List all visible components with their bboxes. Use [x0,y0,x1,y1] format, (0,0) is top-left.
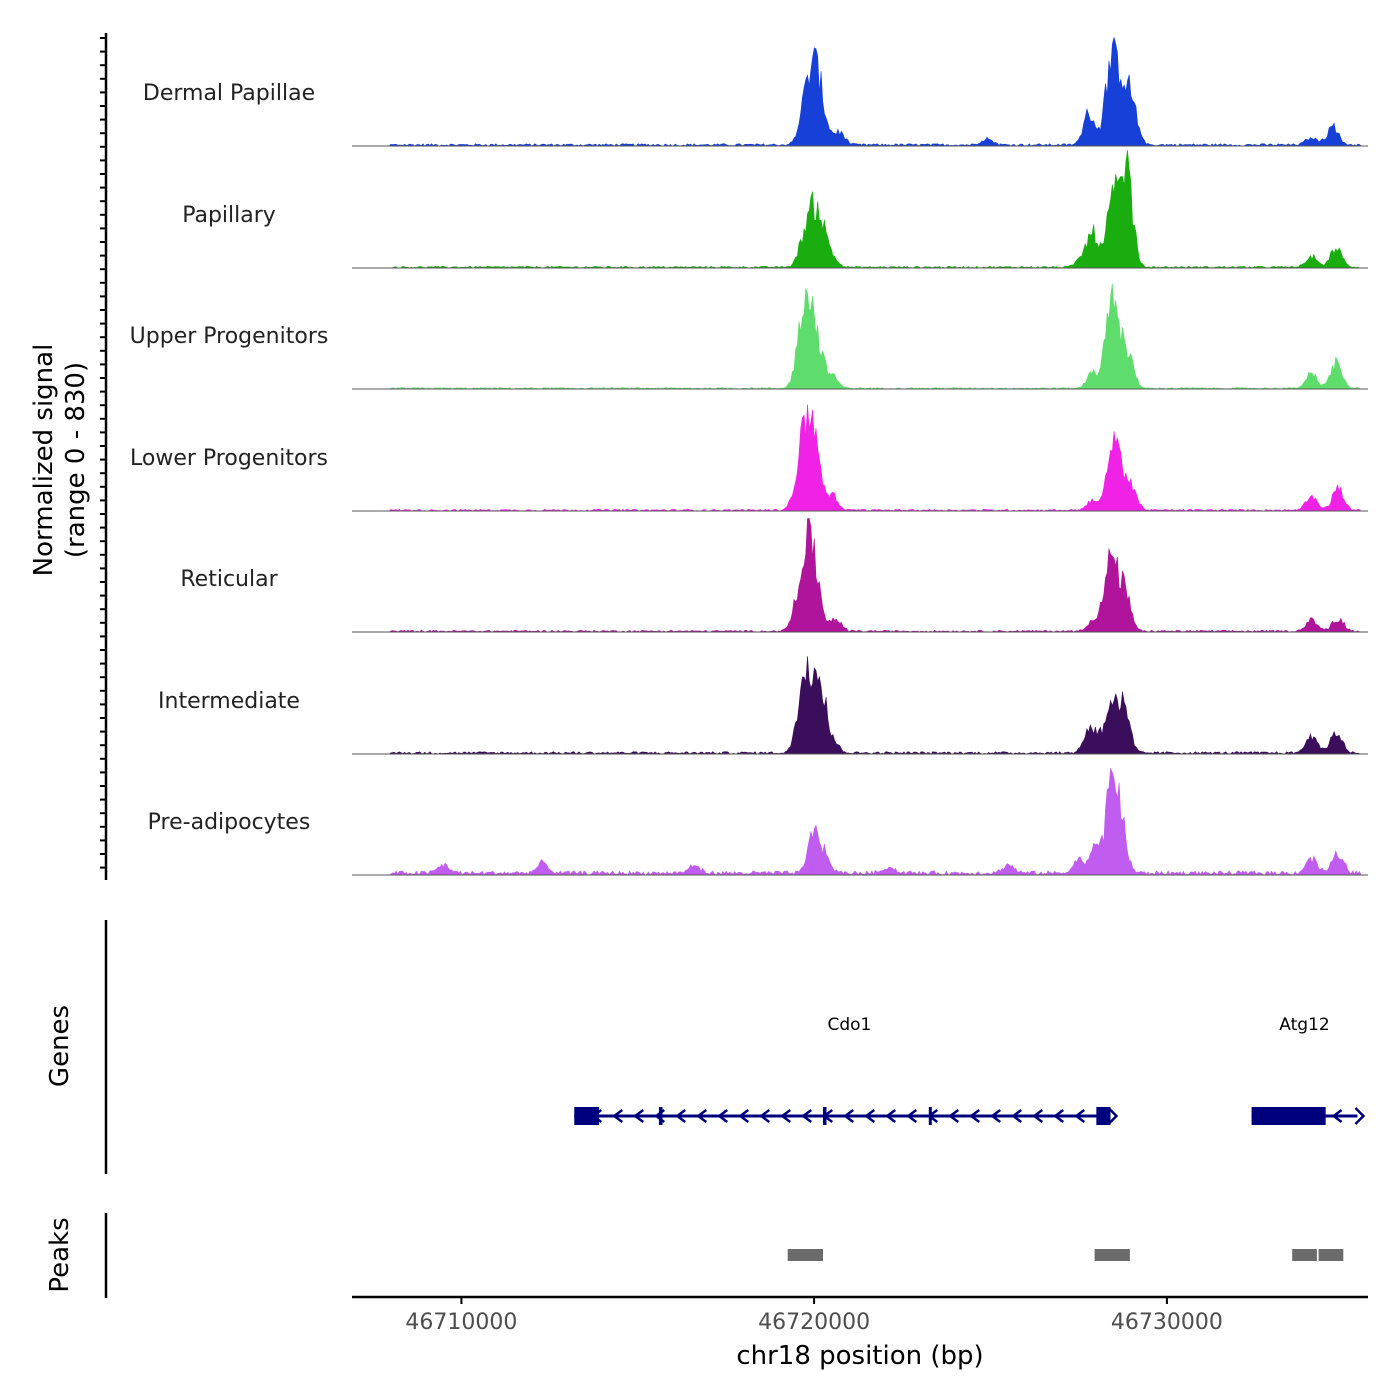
strand-arrow [696,1109,707,1123]
track-reticular: Reticular [180,518,1368,633]
track-label: Papillary [182,203,276,228]
strand-arrow [675,1109,686,1123]
strand-arrow [1032,1109,1043,1123]
peak-region [1094,1249,1130,1261]
strand-arrow [1011,1109,1022,1123]
track-label: Lower Progenitors [130,446,328,471]
x-axis-title: chr18 position (bp) [736,1341,983,1371]
track-pre-adipocytes: Pre-adipocytes [148,768,1368,876]
peaks-track [787,1249,1344,1261]
gene-annotation-track: Cdo1 Atg12 [574,1015,1366,1125]
strand-arrow [612,1109,623,1123]
track-label: Dermal Papillae [143,81,315,106]
track-papillary: Papillary [182,150,1368,269]
gene-exon [822,1107,827,1125]
strand-arrow [717,1109,728,1123]
strand-arrow [1331,1109,1343,1123]
strand-arrow [738,1109,749,1123]
strand-arrow [990,1109,1001,1123]
strand-arrow [843,1109,854,1123]
strand-arrow [633,1109,644,1123]
track-upper-progenitors: Upper Progenitors [130,283,1368,390]
signal-area [352,518,1368,633]
gene-exon [574,1107,599,1125]
strand-arrow [759,1109,770,1123]
strand-arrow [948,1109,959,1123]
x-tick-label: 46730000 [1111,1310,1223,1335]
track-label: Pre-adipocytes [148,810,311,835]
strand-arrow [780,1109,791,1123]
y-axis-title-line1: Normalized signal [29,344,59,577]
peak-region [1318,1249,1344,1261]
signal-area [352,150,1368,269]
gene-exon [658,1107,663,1125]
y-axis-title-line2: (range 0 - 830) [61,362,91,558]
strand-arrow [1074,1109,1085,1123]
gene-cdo1: Cdo1 [574,1015,1119,1125]
gene-exon [1096,1107,1111,1125]
track-label: Intermediate [158,689,300,714]
signal-tracks: Dermal Papillae Papillary Upper Progenitor… [130,37,1368,876]
signal-area [352,283,1368,390]
gene-name-label: Cdo1 [827,1015,871,1035]
peak-region [787,1249,823,1261]
track-label: Reticular [180,567,278,592]
signal-area [352,768,1368,876]
gene-end-cap [1354,1107,1366,1125]
strand-arrow [1053,1109,1064,1123]
genes-panel-label: Genes [45,1005,75,1087]
strand-arrow [801,1109,812,1123]
track-lower-progenitors: Lower Progenitors [130,404,1368,512]
gene-exon [1251,1107,1326,1125]
track-intermediate: Intermediate [158,656,1368,755]
x-tick-label: 46710000 [405,1310,517,1335]
strand-arrow [969,1109,980,1123]
gene-exon [928,1107,932,1125]
gene-end-cap [1107,1107,1119,1125]
gene-atg12: Atg12 [1251,1015,1366,1125]
signal-area [352,37,1368,147]
peaks-panel-label: Peaks [45,1217,75,1292]
strand-arrow [906,1109,917,1123]
track-dermal-papillae: Dermal Papillae [143,37,1368,147]
track-label: Upper Progenitors [130,324,329,349]
x-tick-label: 46720000 [758,1310,870,1335]
x-axis: 46710000 46720000 46730000 [352,1295,1368,1335]
peak-region [1292,1249,1317,1261]
left-axes [100,33,108,1298]
strand-arrow [864,1109,875,1123]
strand-arrow [885,1109,896,1123]
gene-name-label: Atg12 [1279,1015,1329,1035]
